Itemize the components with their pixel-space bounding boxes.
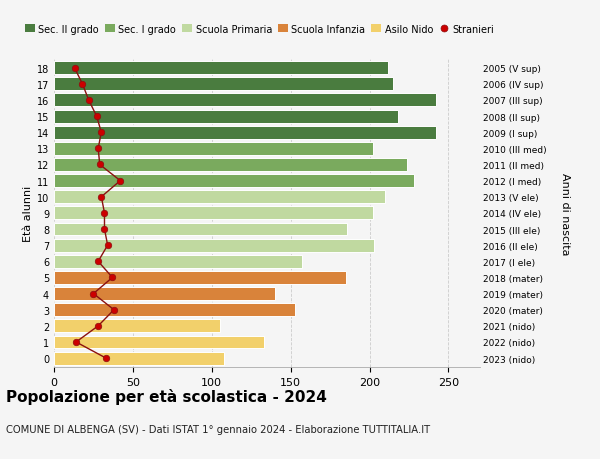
Text: COMUNE DI ALBENGA (SV) - Dati ISTAT 1° gennaio 2024 - Elaborazione TUTTITALIA.IT: COMUNE DI ALBENGA (SV) - Dati ISTAT 1° g… bbox=[6, 425, 430, 435]
Point bbox=[95, 162, 104, 169]
Bar bbox=[54, 110, 398, 123]
Point bbox=[77, 81, 87, 88]
Bar bbox=[54, 255, 302, 268]
Bar bbox=[54, 175, 414, 188]
Point bbox=[101, 355, 111, 362]
Point bbox=[94, 146, 103, 153]
Bar bbox=[54, 127, 436, 140]
Bar bbox=[54, 336, 264, 349]
Point bbox=[97, 194, 106, 201]
Point bbox=[100, 226, 109, 233]
Point bbox=[70, 65, 79, 72]
Point bbox=[94, 323, 103, 330]
Legend: Sec. II grado, Sec. I grado, Scuola Primaria, Scuola Infanzia, Asilo Nido, Stran: Sec. II grado, Sec. I grado, Scuola Prim… bbox=[25, 24, 494, 34]
Bar bbox=[54, 207, 373, 220]
Point bbox=[97, 129, 106, 137]
Y-axis label: Età alunni: Età alunni bbox=[23, 185, 32, 241]
Bar bbox=[54, 287, 275, 300]
Point bbox=[92, 113, 101, 121]
Point bbox=[109, 306, 119, 313]
Point bbox=[107, 274, 117, 281]
Bar bbox=[54, 159, 407, 172]
Bar bbox=[54, 320, 220, 333]
Text: Popolazione per età scolastica - 2024: Popolazione per età scolastica - 2024 bbox=[6, 388, 327, 404]
Point bbox=[84, 97, 94, 104]
Bar bbox=[54, 143, 373, 156]
Bar bbox=[54, 191, 385, 204]
Bar bbox=[54, 352, 224, 365]
Point bbox=[115, 178, 125, 185]
Bar bbox=[54, 239, 374, 252]
Bar bbox=[54, 94, 436, 107]
Point bbox=[89, 290, 98, 297]
Y-axis label: Anni di nascita: Anni di nascita bbox=[560, 172, 570, 255]
Bar bbox=[54, 223, 347, 236]
Bar bbox=[54, 271, 346, 284]
Point bbox=[100, 210, 109, 217]
Point bbox=[94, 258, 103, 265]
Bar bbox=[54, 303, 295, 317]
Point bbox=[103, 242, 112, 249]
Bar bbox=[54, 78, 393, 91]
Bar bbox=[54, 62, 388, 75]
Point bbox=[71, 339, 81, 346]
